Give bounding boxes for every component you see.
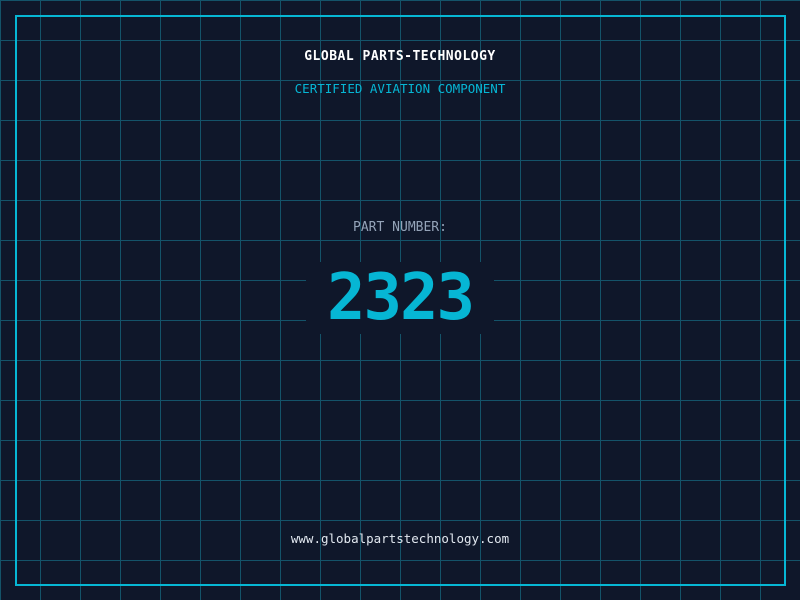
part-number-value: 2323 [326, 261, 475, 335]
website-url: www.globalpartstechnology.com [290, 531, 510, 546]
certification-subtitle: CERTIFIED AVIATION COMPONENT [294, 81, 506, 96]
part-number-label: PART NUMBER: [353, 220, 447, 235]
part-number-backdrop [306, 262, 494, 334]
border-frame [15, 15, 786, 586]
company-name: GLOBAL PARTS-TECHNOLOGY [304, 49, 496, 64]
